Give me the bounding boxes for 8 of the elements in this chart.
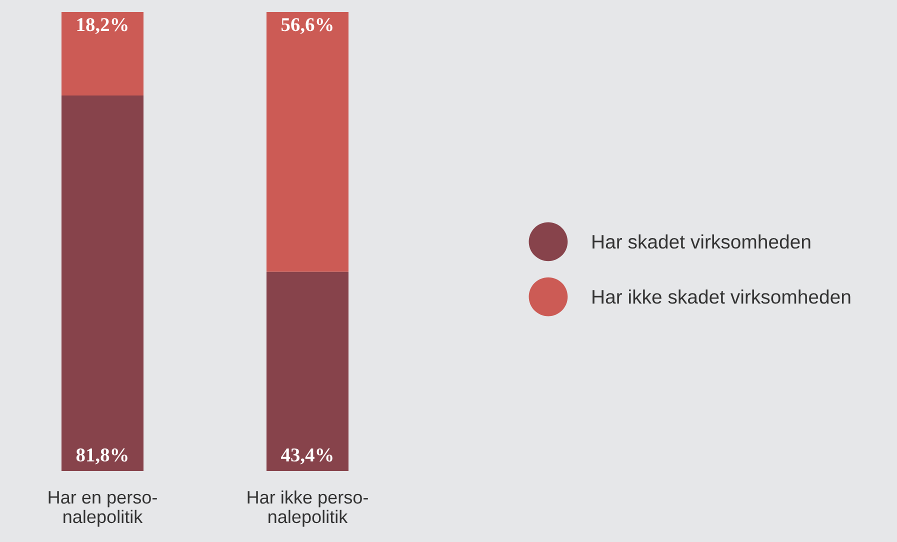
data-label: 18,2% [77, 18, 128, 34]
data-label: 56,6% [282, 18, 332, 34]
x-tick-label: Har en perso- nalepolitik [48, 491, 157, 527]
data-label: 43,4% [281, 448, 332, 464]
data-label: 81,8% [76, 448, 128, 464]
legend-label: Har ikke skadet virksomheden [592, 289, 850, 304]
legend-label: Har skadet virksomheden [592, 234, 810, 249]
x-tick-label: Har ikke perso- nalepolitik [248, 490, 368, 527]
